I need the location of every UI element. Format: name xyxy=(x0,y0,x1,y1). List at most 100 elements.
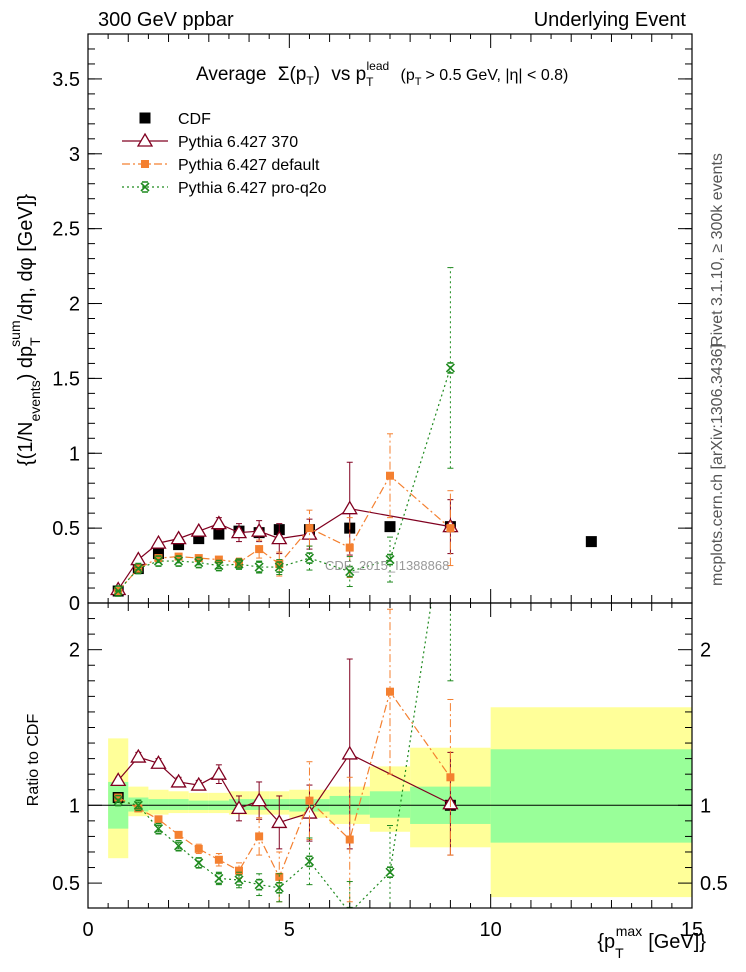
data-point xyxy=(274,561,284,573)
data-point xyxy=(174,839,184,852)
data-point xyxy=(304,552,315,564)
y-tick-label: 0.5 xyxy=(52,518,80,540)
data-point xyxy=(305,524,314,533)
y-tick-label: 2 xyxy=(69,640,80,662)
data-point xyxy=(446,524,455,533)
y-tick-label-right: 2 xyxy=(700,640,711,662)
data-point xyxy=(154,554,163,563)
data-point xyxy=(346,906,353,908)
data-point xyxy=(214,855,223,864)
header-left: 300 GeV ppbar xyxy=(98,9,234,31)
x-tick-label: 10 xyxy=(480,919,502,941)
data-point xyxy=(386,687,394,696)
data-point xyxy=(154,815,163,824)
data-point xyxy=(446,773,455,782)
data-point xyxy=(194,857,204,869)
data-point xyxy=(271,814,288,829)
data-point xyxy=(304,855,315,868)
series-1 xyxy=(110,461,459,596)
legend-marker xyxy=(141,160,149,168)
data-point xyxy=(271,530,288,545)
y-tick-label-right: 1 xyxy=(700,795,711,817)
data-point xyxy=(210,765,227,780)
data-point xyxy=(110,772,127,787)
data-point xyxy=(305,796,314,805)
title-vs: vs p xyxy=(331,64,366,85)
legend-label: CDF xyxy=(178,111,211,128)
x-tick-label: 0 xyxy=(82,919,93,941)
band-inner-13 xyxy=(490,749,692,843)
data-point xyxy=(255,832,264,841)
title-cut-tail: > 0.5 GeV, |η| < 0.8) xyxy=(425,67,568,84)
data-point xyxy=(384,521,396,533)
data-point xyxy=(214,872,224,885)
series-3 xyxy=(113,603,454,908)
main-ylabel: {(1/Nevents) dpTsum/dη, dφ [GeV]} xyxy=(7,194,43,466)
watermark: CDF_2015_I1388868 xyxy=(325,558,449,573)
header-right: Underlying Event xyxy=(534,9,687,31)
legend-label: Pythia 6.427 default xyxy=(178,157,320,174)
data-point xyxy=(385,866,395,879)
data-point xyxy=(274,881,284,894)
y-tick-label: 3.5 xyxy=(52,69,80,91)
ratio-ylabel: Ratio to CDF xyxy=(25,714,42,807)
data-point xyxy=(150,534,167,549)
title-cuts: (p xyxy=(400,67,414,84)
data-point xyxy=(255,545,264,554)
data-point xyxy=(345,835,354,844)
mcplots-label: mcplots.cern.ch [arXiv:1306.3436] xyxy=(709,344,726,586)
title-avg: Average xyxy=(196,64,266,85)
ratio-panel: 0.5 0.5 1 1 2 2 0 5 10 15 xyxy=(52,602,728,941)
series-line xyxy=(117,508,451,590)
data-point xyxy=(341,500,358,515)
data-point xyxy=(345,543,354,552)
y-tick-label: 2.5 xyxy=(52,219,80,241)
y-tick-label-right: 0.5 xyxy=(700,873,728,895)
data-point xyxy=(234,558,244,570)
data-point xyxy=(113,585,123,597)
band-inner-11 xyxy=(369,791,411,818)
legend-marker xyxy=(136,132,154,147)
y-tick-label: 0 xyxy=(69,593,80,615)
data-point xyxy=(194,844,203,853)
legend-item-3: Pythia 6.427 pro-q2o xyxy=(122,180,327,197)
y-tick-label: 1 xyxy=(69,443,80,465)
band-inner-3 xyxy=(168,799,189,810)
data-point xyxy=(386,471,394,480)
data-point xyxy=(214,555,223,564)
x-tick-label: 5 xyxy=(284,919,295,941)
data-point xyxy=(174,830,183,839)
y-tick-label: 1.5 xyxy=(52,368,80,390)
data-point xyxy=(251,792,268,807)
ratio-plot-area xyxy=(88,603,692,908)
y-tick-label: 0.5 xyxy=(52,873,80,895)
series-3 xyxy=(113,267,455,597)
data-point xyxy=(190,522,207,537)
legend-marker xyxy=(140,181,150,193)
series-1 xyxy=(110,658,459,856)
data-point xyxy=(254,561,264,573)
data-point xyxy=(230,800,248,815)
data-point xyxy=(173,539,185,551)
data-point xyxy=(193,533,205,545)
data-point xyxy=(585,536,597,548)
data-point xyxy=(275,872,284,881)
data-point xyxy=(152,548,164,560)
legend-label: Pythia 6.427 pro-q2o xyxy=(178,180,327,197)
data-point xyxy=(254,878,264,891)
title-sigma: Σ(p xyxy=(278,64,307,85)
legend-marker xyxy=(139,112,151,124)
legend-item-1: Pythia 6.427 370 xyxy=(122,132,298,151)
legend-item-0: CDF xyxy=(139,111,211,128)
rivet-label: Rivet 3.1.10, ≥ 300k events xyxy=(709,153,726,347)
main-plot-area xyxy=(110,267,597,597)
data-point xyxy=(170,773,187,788)
series-2 xyxy=(114,608,455,903)
x-tick-label: 15 xyxy=(681,919,703,941)
data-point xyxy=(174,555,184,567)
data-point xyxy=(385,553,395,566)
data-point xyxy=(445,362,455,374)
legend-label: Pythia 6.427 370 xyxy=(178,134,298,151)
y-tick-label: 1 xyxy=(69,795,80,817)
data-point xyxy=(345,565,355,578)
